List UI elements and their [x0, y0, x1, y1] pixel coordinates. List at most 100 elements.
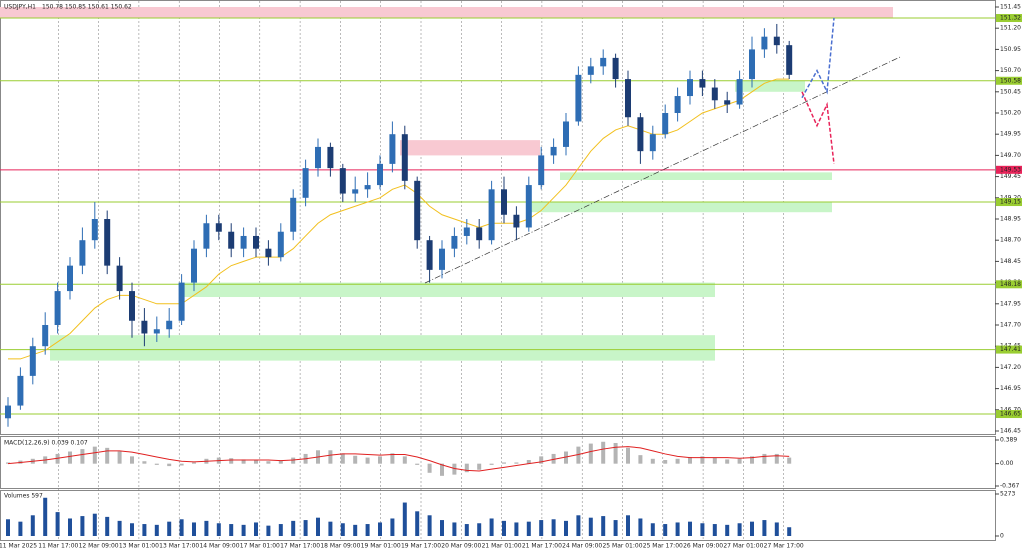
y-tick-label: 148.70: [1000, 237, 1021, 244]
x-tick-label: 18 Mar 09:00: [320, 543, 360, 550]
candle-body: [389, 134, 396, 164]
volume-bar: [427, 515, 432, 536]
volume-bar: [303, 520, 308, 536]
y-tick-label: 148.95: [1000, 216, 1021, 223]
macd-bar: [229, 458, 234, 464]
level-label: 149.53: [1000, 166, 1021, 173]
macd-bar: [353, 455, 358, 464]
candle-body: [364, 185, 371, 190]
volume-bar: [278, 524, 283, 536]
candle-body: [54, 291, 61, 325]
volume-bar: [663, 524, 668, 536]
volume-bar: [254, 522, 258, 536]
candle-body: [191, 248, 197, 283]
candle-body: [129, 291, 135, 321]
macd-bar: [712, 457, 717, 464]
volume-bar: [216, 523, 221, 536]
macd-bar: [402, 456, 407, 464]
macd-bar: [650, 458, 655, 464]
volume-bar: [700, 523, 705, 536]
y-tick-label: 151.45: [1000, 4, 1021, 11]
volume-bar: [402, 502, 407, 536]
candle-body: [786, 45, 793, 75]
y-tick-label: 149.70: [1000, 152, 1021, 159]
volume-bar: [192, 522, 196, 536]
candle-body: [612, 57, 619, 80]
zone: [560, 172, 832, 180]
zone: [180, 282, 715, 298]
x-tick-label: 17 Mar 17:00: [280, 543, 320, 550]
candle-body: [649, 134, 656, 152]
volume-bar: [564, 520, 568, 536]
macd-bar: [588, 443, 593, 464]
candle-body: [302, 168, 309, 198]
macd-bar: [626, 447, 630, 464]
macd-bar: [774, 453, 779, 464]
macd-bar: [725, 459, 730, 464]
volume-bar: [105, 516, 110, 536]
candle-body: [525, 185, 532, 228]
macd-bar: [68, 451, 72, 464]
candle-body: [215, 223, 222, 232]
macd-bar: [427, 463, 432, 473]
volume-bar: [774, 522, 779, 536]
macd-bar: [440, 463, 444, 476]
volume-bar: [601, 516, 606, 536]
macd-bar: [576, 446, 581, 464]
volume-bar: [204, 520, 209, 536]
y-tick-label: 150.95: [1000, 46, 1021, 53]
x-tick-label: 12 Mar 09:00: [79, 543, 119, 550]
candle-body: [401, 134, 408, 181]
y-tick-label: 147.95: [1000, 300, 1021, 307]
level-label-bg: [996, 198, 1022, 207]
candle-body: [141, 320, 148, 334]
y-tick-label: 146.95: [1000, 385, 1021, 392]
macd-bar: [55, 453, 60, 464]
volume-bar: [6, 519, 10, 536]
volume-bar: [92, 513, 97, 536]
macd-bar: [6, 462, 10, 464]
y-tick-label: 146.45: [1000, 428, 1021, 435]
macd-bar: [737, 458, 742, 464]
level-label: 148.18: [1000, 281, 1021, 288]
candle-body: [315, 146, 321, 169]
level-label: 147.41: [1000, 346, 1021, 353]
candle-body: [513, 214, 520, 228]
candle-body: [42, 325, 49, 347]
macd-bar: [477, 463, 482, 470]
macd-bar: [192, 462, 196, 464]
macd-bar: [291, 457, 296, 464]
x-tick-label: 11 Mar 2025: [0, 543, 37, 550]
macd-bar: [452, 463, 457, 475]
volume-bar: [316, 517, 320, 536]
y-tick-label: 147.20: [1000, 364, 1021, 371]
macd-bar: [167, 463, 172, 467]
candle-body: [625, 79, 631, 118]
macd-bar: [601, 441, 606, 464]
x-tick-label: 24 Mar 09:00: [562, 543, 602, 550]
candle-body: [699, 79, 706, 88]
macd-frame: [0, 436, 996, 489]
candle-body: [773, 36, 780, 46]
macd-bar: [278, 460, 283, 464]
y-tick-label: 150.45: [1000, 88, 1021, 95]
level-label: 149.15: [1000, 199, 1021, 206]
macd-label: MACD(12,26,9) 0.039 0.107: [4, 440, 88, 447]
candle-body: [761, 36, 768, 50]
x-tick-label: 11 Mar 17:00: [38, 543, 78, 550]
level-label-bg: [996, 76, 1022, 85]
volume-bar: [551, 519, 556, 536]
candle-body: [91, 219, 98, 241]
macd-bar: [328, 450, 333, 464]
candle-body: [414, 180, 421, 241]
volume-bar: [588, 517, 593, 536]
candle-body: [166, 320, 173, 330]
x-tick-label: 17 Mar 01:00: [240, 543, 280, 550]
level-label: 146.65: [1000, 411, 1021, 418]
volume-bar: [526, 521, 531, 536]
candle-body: [563, 121, 569, 147]
volume-bar: [378, 522, 382, 536]
level-label-bg: [996, 165, 1022, 174]
candle-body: [674, 96, 681, 113]
volume-bar: [675, 522, 680, 536]
